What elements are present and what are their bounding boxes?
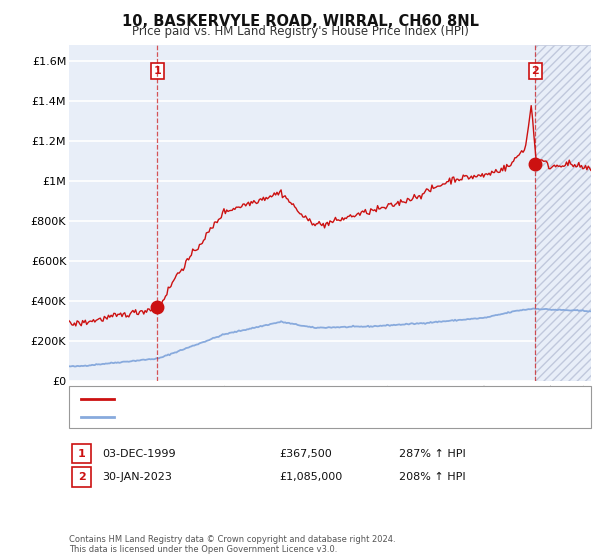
Text: 287% ↑ HPI: 287% ↑ HPI — [399, 449, 466, 459]
Text: 10, BASKERVYLE ROAD, WIRRAL, CH60 8NL: 10, BASKERVYLE ROAD, WIRRAL, CH60 8NL — [121, 14, 479, 29]
Text: £367,500: £367,500 — [279, 449, 332, 459]
Text: 30-JAN-2023: 30-JAN-2023 — [102, 472, 172, 482]
Text: 2: 2 — [78, 472, 85, 482]
Bar — [535, 45, 591, 381]
Text: 208% ↑ HPI: 208% ↑ HPI — [399, 472, 466, 482]
Text: 1: 1 — [154, 66, 161, 76]
Text: Contains HM Land Registry data © Crown copyright and database right 2024.
This d: Contains HM Land Registry data © Crown c… — [69, 535, 395, 554]
Text: 1: 1 — [78, 449, 85, 459]
Text: Price paid vs. HM Land Registry's House Price Index (HPI): Price paid vs. HM Land Registry's House … — [131, 25, 469, 38]
Text: 10, BASKERVYLE ROAD, WIRRAL, CH60 8NL (detached house): 10, BASKERVYLE ROAD, WIRRAL, CH60 8NL (d… — [120, 394, 439, 404]
Text: HPI: Average price, detached house, Wirral: HPI: Average price, detached house, Wirr… — [120, 412, 344, 422]
Text: 2: 2 — [532, 66, 539, 76]
Text: 03-DEC-1999: 03-DEC-1999 — [102, 449, 176, 459]
Text: £1,085,000: £1,085,000 — [279, 472, 342, 482]
